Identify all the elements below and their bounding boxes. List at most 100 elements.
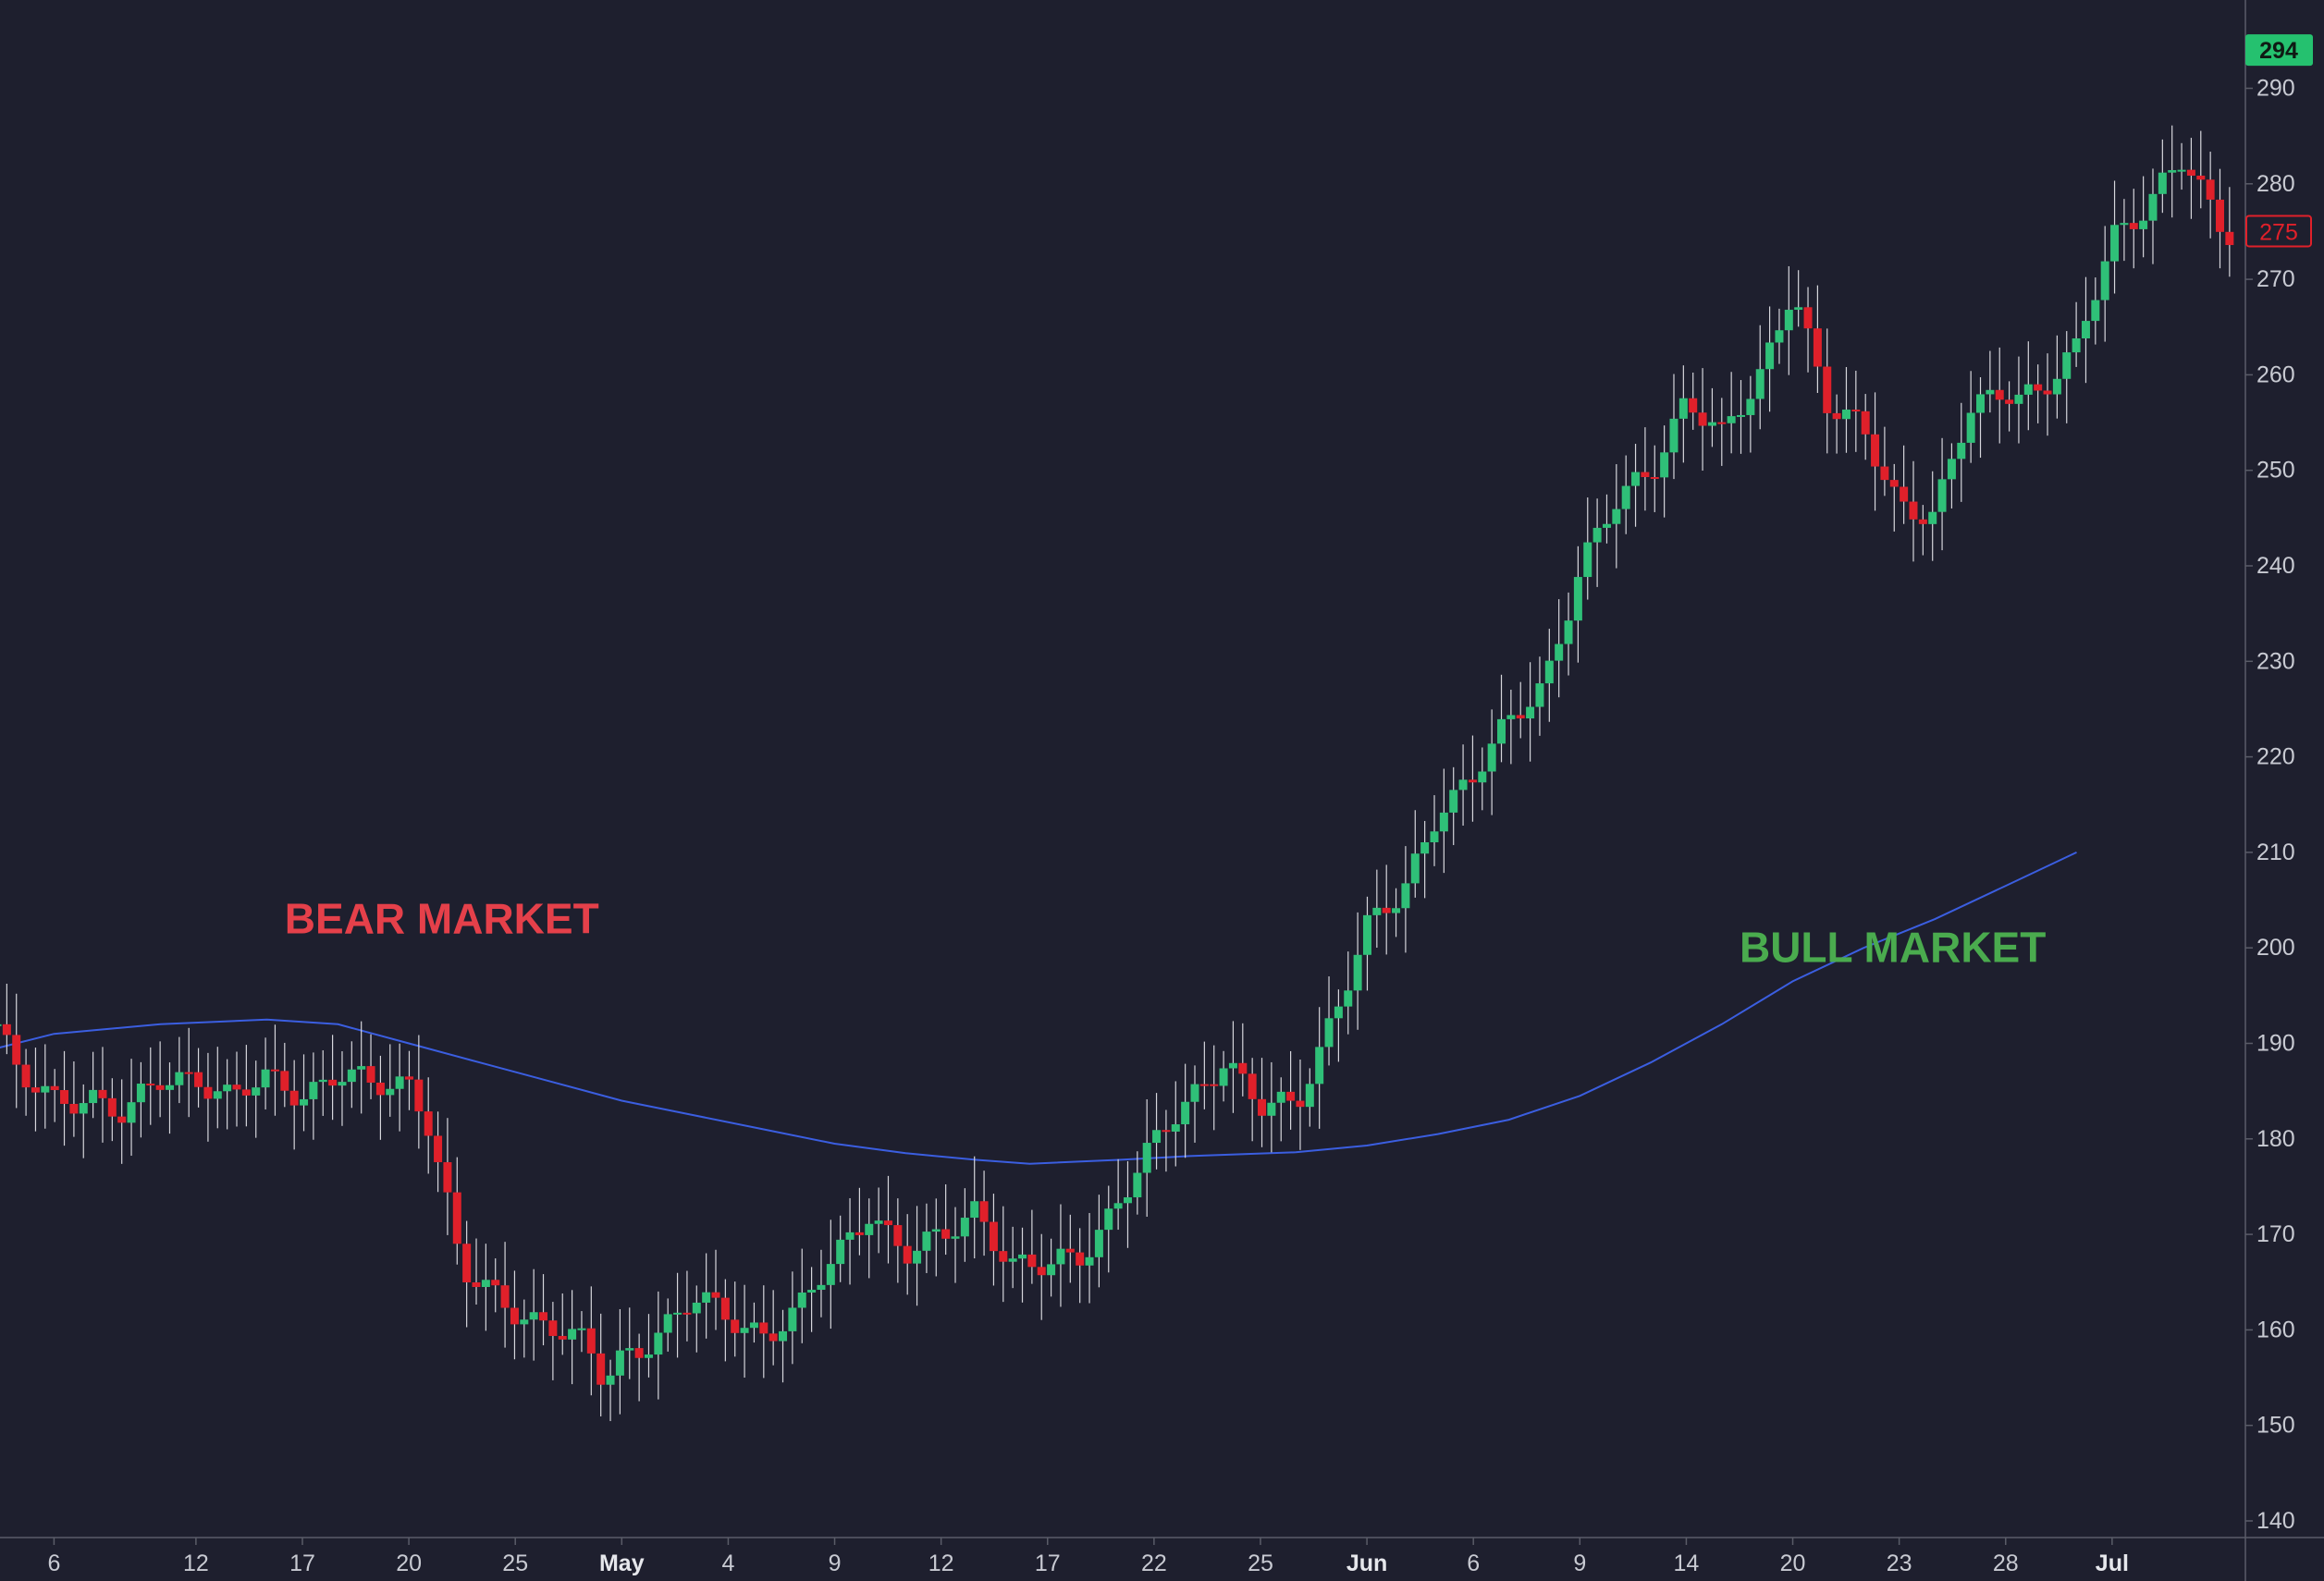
candle-body [2177, 169, 2186, 172]
candle-body [89, 1089, 98, 1104]
candle [1430, 795, 1439, 866]
candle-body [1305, 1084, 1314, 1108]
candle-body [1544, 660, 1554, 684]
candle-body [136, 1084, 145, 1103]
candle-body [2158, 172, 2167, 194]
candle [1900, 445, 1909, 524]
candle-body [807, 1290, 817, 1293]
candle-body [481, 1280, 490, 1288]
candle-body [1315, 1047, 1324, 1085]
candle-body [749, 1322, 758, 1329]
candle-body [69, 1103, 79, 1114]
candle-body [1430, 831, 1439, 843]
candle-body [2091, 300, 2100, 322]
candle [414, 1035, 424, 1149]
candle [1737, 380, 1746, 454]
candle-body [155, 1085, 165, 1090]
annotations-layer: BEAR MARKET BULL MARKET [285, 895, 2047, 972]
candle [2110, 180, 2120, 294]
candle [577, 1311, 586, 1353]
candle [1142, 1098, 1151, 1217]
price-label-box [2245, 34, 2313, 67]
candle [682, 1270, 692, 1342]
candle [586, 1286, 596, 1396]
candle [69, 1061, 79, 1137]
y-tick-label: 280 [2256, 171, 2295, 197]
moving-average-layer [0, 851, 2077, 1165]
candle-body [1717, 422, 1727, 424]
candle-body [1478, 771, 1487, 783]
candle [213, 1047, 222, 1129]
candle-body [1372, 907, 1382, 915]
candle-body [289, 1090, 299, 1106]
candle-body [1803, 307, 1813, 329]
candle-body [1056, 1248, 1065, 1265]
candle-body [443, 1162, 452, 1193]
candle [711, 1249, 720, 1330]
candle [404, 1050, 413, 1110]
candle-body [1592, 527, 1602, 543]
candle-body [2216, 199, 2225, 232]
x-tick-label: 9 [1573, 1550, 1586, 1576]
candle [1583, 497, 1592, 600]
candle [1765, 306, 1775, 412]
candle [731, 1281, 740, 1357]
candle-body [98, 1089, 107, 1098]
candle [1382, 864, 1391, 955]
candle-body [529, 1312, 538, 1320]
candle-body [2196, 176, 2206, 180]
candle [127, 1059, 136, 1157]
candle [472, 1238, 481, 1305]
candle [1315, 1007, 1324, 1129]
candle-body [2072, 337, 2081, 353]
candle-body [596, 1353, 606, 1385]
candle-body [2129, 223, 2138, 229]
candle [1334, 989, 1343, 1062]
candle-body [999, 1251, 1008, 1262]
candle-body [731, 1319, 740, 1333]
candle [79, 1084, 88, 1158]
y-tick-label: 160 [2256, 1317, 2295, 1342]
candle [1238, 1023, 1248, 1097]
candle [654, 1291, 663, 1400]
candle [21, 1048, 31, 1116]
candle [1037, 1233, 1046, 1320]
candle-body [414, 1079, 424, 1112]
candle [1296, 1060, 1305, 1150]
candle [1707, 387, 1716, 447]
candle-body [500, 1285, 510, 1308]
candle [357, 1021, 366, 1114]
candle-body [223, 1085, 232, 1092]
candle [1841, 366, 1851, 453]
x-tick-label: 22 [1141, 1550, 1167, 1576]
candle [548, 1302, 558, 1380]
candle-body [2148, 193, 2158, 221]
candle-body [1362, 914, 1371, 955]
candle-body [1296, 1100, 1305, 1108]
candle [146, 1047, 155, 1125]
candle-body [2062, 352, 2072, 379]
candle [720, 1279, 730, 1362]
candle-body [1784, 310, 1793, 331]
candle-body [941, 1229, 951, 1239]
price-label-text: 275 [2259, 219, 2298, 245]
candle [2129, 189, 2138, 269]
candle [979, 1170, 989, 1256]
candle [1248, 1058, 1257, 1142]
candle [2100, 226, 2109, 342]
candle [1947, 443, 1956, 509]
candle-body [1420, 842, 1430, 854]
candle [865, 1198, 874, 1279]
candle-body [1889, 480, 1899, 487]
candle-body [586, 1328, 596, 1354]
candle-body [865, 1223, 874, 1235]
candle-body [1841, 410, 1851, 420]
candle-body [1573, 577, 1582, 621]
candle-body [606, 1375, 615, 1385]
candle-body [1900, 486, 1909, 502]
candle [443, 1118, 452, 1235]
candle [836, 1215, 845, 1282]
candle [1755, 325, 1765, 430]
candle [692, 1285, 701, 1353]
candle-body [1737, 414, 1746, 417]
